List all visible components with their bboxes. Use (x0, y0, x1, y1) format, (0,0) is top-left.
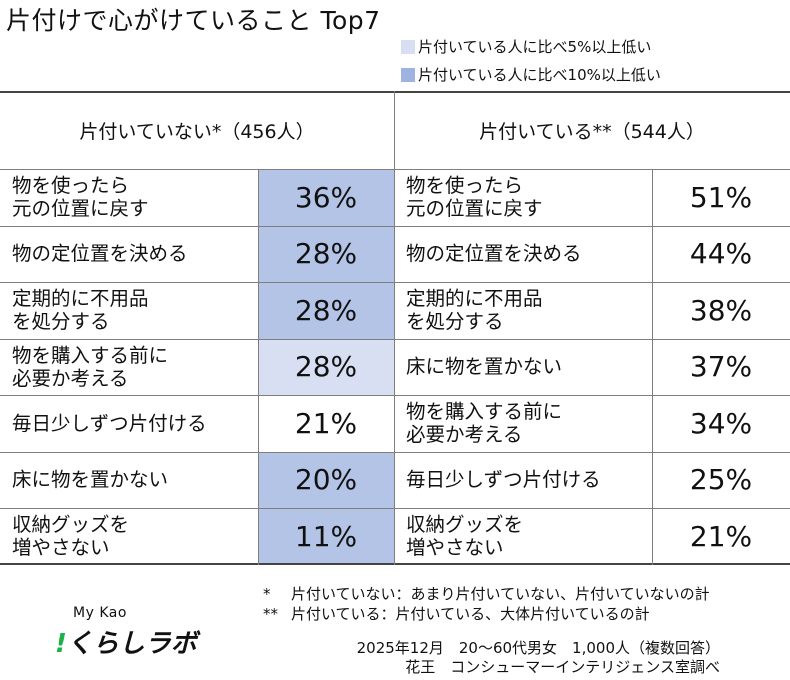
grid-line (652, 169, 653, 565)
footnote-mark: ** (263, 605, 278, 623)
row-label: 物の定位置を決める (12, 242, 188, 266)
value-cell: 28% (258, 225, 394, 282)
value-cell: 34% (689, 406, 753, 440)
legend-label-10pct: 片付いている人に比べ10%以上低い (418, 66, 661, 84)
value-cell: 21% (689, 519, 753, 553)
logo-text: くらしラボ (66, 629, 197, 659)
row-label: 収納グッズを 増やさない (12, 513, 130, 560)
value-cell: 28% (258, 338, 394, 395)
row-label: 床に物を置かない (12, 468, 169, 492)
grid-line (0, 395, 790, 396)
grid-line (0, 225, 790, 227)
grid-line (0, 91, 790, 93)
value-cell: 44% (689, 237, 753, 271)
row-label: 定期的に不用品 を処分する (406, 287, 543, 334)
logo-my-kao: My Kao (73, 605, 127, 621)
grid-line (0, 508, 790, 509)
footnotes: * 片付いていない：あまり片付いていない、片付いていないの計 ** 片付いている… (263, 584, 710, 624)
value-cell: 36% (258, 169, 394, 226)
survey-info: 2025年12月 20～60代男女 1,000人（複数回答） (356, 639, 720, 657)
logo-kurashi-labo: !くらしラボ (55, 623, 197, 660)
grid-line (0, 169, 790, 170)
survey-source: 花王 コンシューマーインテリジェンス室調べ (405, 658, 720, 676)
legend-swatch-5pct (401, 40, 415, 54)
page-title: 片付けで心がけていること Top7 (6, 6, 381, 35)
row-label: 物の定位置を決める (406, 242, 582, 266)
value-cell: 20% (258, 451, 394, 508)
row-label: 収納グッズを 増やさない (406, 513, 524, 560)
value-cell: 25% (689, 463, 753, 497)
legend-label-5pct: 片付いている人に比べ5%以上低い (418, 38, 652, 56)
value-cell: 38% (689, 293, 753, 327)
kurashi-labo-logo: My Kao !くらしラボ (47, 605, 197, 665)
column-header: 片付いている**（544人） (479, 120, 705, 143)
grid-line (394, 91, 395, 565)
row-label: 床に物を置かない (406, 355, 563, 379)
row-label: 定期的に不用品 を処分する (12, 287, 149, 334)
row-label: 物を購入する前に 必要か考える (406, 400, 563, 447)
grid-line (0, 282, 790, 283)
grid-line (0, 451, 790, 453)
footnote-2: ** 片付いている：片付いている、大体片付いているの計 (263, 604, 710, 624)
value-cell: 37% (689, 350, 753, 384)
value-cell: 21% (294, 406, 358, 440)
footnote-mark: * (263, 585, 271, 603)
row-label: 毎日少しずつ片付ける (12, 411, 207, 435)
row-label: 毎日少しずつ片付ける (406, 468, 601, 492)
footnote-text: 片付いていない：あまり片付いていない、片付いていないの計 (291, 585, 710, 603)
legend-item-5pct: 片付いている人に比べ5%以上低い (401, 37, 786, 57)
footnote-text: 片付いている：片付いている、大体片付いているの計 (291, 605, 650, 623)
value-cell: 28% (258, 282, 394, 339)
row-label: 物を購入する前に 必要か考える (12, 343, 169, 390)
legend-item-10pct: 片付いている人に比べ10%以上低い (401, 65, 786, 85)
value-cell: 11% (258, 508, 394, 565)
row-label: 物を使ったら 元の位置に戻す (12, 174, 149, 221)
legend-swatch-10pct (401, 68, 415, 82)
grid-line (258, 169, 259, 565)
grid-line (0, 338, 790, 340)
value-cell: 51% (689, 180, 753, 214)
grid-line (0, 562, 790, 565)
logo-bang: ! (55, 629, 67, 659)
column-header: 片付いていない*（456人） (79, 120, 315, 143)
footnote-1: * 片付いていない：あまり片付いていない、片付いていないの計 (263, 584, 710, 604)
row-label: 物を使ったら 元の位置に戻す (406, 174, 543, 221)
comparison-table: 片付いていない*（456人） 片付いている**（544人） 物を使ったら 元の位置に… (0, 91, 790, 565)
